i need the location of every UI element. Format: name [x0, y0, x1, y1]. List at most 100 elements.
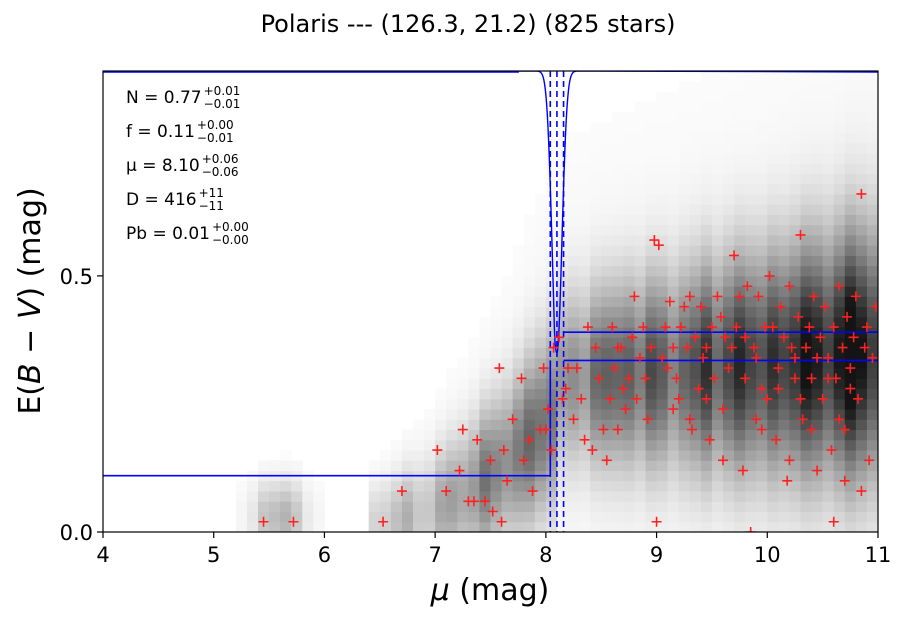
star-point-158	[668, 404, 679, 415]
density-cell	[767, 501, 779, 513]
model-lines	[103, 71, 878, 532]
density-cell	[446, 501, 458, 513]
y-axis-title-minus: −	[13, 319, 48, 363]
density-cell	[379, 450, 392, 461]
density-cell	[711, 316, 724, 328]
density-cell	[556, 419, 569, 431]
density-cell	[667, 419, 680, 431]
density-cell	[601, 388, 613, 400]
density-cell	[855, 388, 868, 400]
density-cell	[579, 234, 591, 246]
density-cell	[556, 470, 569, 482]
density-cell	[302, 511, 314, 523]
density-cell	[601, 132, 613, 144]
density-cell	[778, 450, 790, 461]
density-cell	[512, 480, 525, 492]
density-cell	[844, 337, 857, 349]
density-cell	[711, 132, 724, 144]
star-point-28	[548, 342, 559, 353]
density-cell	[800, 450, 813, 461]
density-cell	[689, 501, 702, 513]
density-cell	[556, 245, 569, 256]
density-cell	[844, 439, 857, 451]
density-cell	[645, 214, 658, 226]
density-cell	[634, 316, 646, 328]
density-cell	[800, 501, 813, 513]
density-cell	[512, 255, 525, 267]
density-cell	[822, 450, 835, 461]
density-cell	[778, 152, 790, 164]
density-cell	[833, 204, 846, 215]
density-cell	[678, 511, 691, 523]
density-cell	[545, 470, 558, 482]
density-cell	[866, 357, 878, 369]
density-cell	[700, 306, 713, 318]
density-cell	[689, 255, 702, 267]
density-cell	[667, 460, 680, 472]
density-cell	[700, 132, 713, 144]
density-cell	[568, 347, 580, 359]
density-cell	[601, 224, 613, 236]
density-cell	[446, 521, 458, 532]
density-cell	[767, 122, 779, 133]
density-cell	[844, 163, 857, 174]
density-cell	[590, 450, 602, 461]
density-cell	[634, 409, 646, 420]
density-cell	[601, 470, 613, 482]
density-cell	[789, 378, 801, 390]
density-cell	[778, 193, 790, 205]
density-cell	[734, 388, 746, 400]
density-cell	[313, 511, 325, 523]
density-cell	[811, 142, 824, 154]
star-point-96	[751, 352, 762, 363]
density-cell	[844, 245, 857, 256]
density-cell	[855, 368, 868, 379]
density-cell	[390, 511, 403, 523]
density-cell	[645, 368, 658, 379]
density-cell	[855, 193, 868, 205]
density-cell	[556, 347, 569, 359]
density-cell	[678, 521, 691, 532]
density-cell	[634, 265, 646, 277]
density-cell	[756, 316, 768, 328]
density-cell	[246, 491, 259, 502]
density-cell	[534, 398, 547, 410]
density-cell	[855, 429, 868, 441]
density-cell	[745, 275, 757, 287]
density-cell	[833, 193, 846, 205]
density-cell	[734, 521, 746, 532]
plot-frame	[102, 70, 879, 533]
density-cell	[700, 286, 713, 297]
star-point-106	[778, 332, 789, 343]
density-cell	[645, 173, 658, 185]
density-cell	[789, 163, 801, 174]
density-cell	[767, 388, 779, 400]
density-cell	[579, 378, 591, 390]
density-cell	[734, 275, 746, 287]
density-cell	[446, 511, 458, 523]
star-point-146	[839, 475, 850, 486]
density-cell	[468, 398, 480, 410]
density-cell	[789, 409, 801, 420]
density-cell	[734, 142, 746, 154]
density-cell	[866, 450, 878, 461]
density-cell	[833, 91, 846, 103]
density-cell	[568, 183, 580, 195]
density-cell	[789, 316, 801, 328]
density-cell	[811, 286, 824, 297]
density-cell	[866, 275, 878, 287]
density-cell	[667, 450, 680, 461]
density-cell	[645, 491, 658, 502]
density-cell	[822, 316, 835, 328]
density-cell	[645, 470, 658, 482]
density-cell	[811, 521, 824, 532]
density-cell	[700, 470, 713, 482]
density-cell	[601, 491, 613, 502]
density-cell	[280, 480, 292, 492]
density-cell	[545, 501, 558, 513]
density-cell	[844, 173, 857, 185]
density-cell	[501, 327, 514, 338]
density-cell	[568, 152, 580, 164]
star-point-142	[784, 455, 795, 466]
density-cell	[689, 409, 702, 420]
